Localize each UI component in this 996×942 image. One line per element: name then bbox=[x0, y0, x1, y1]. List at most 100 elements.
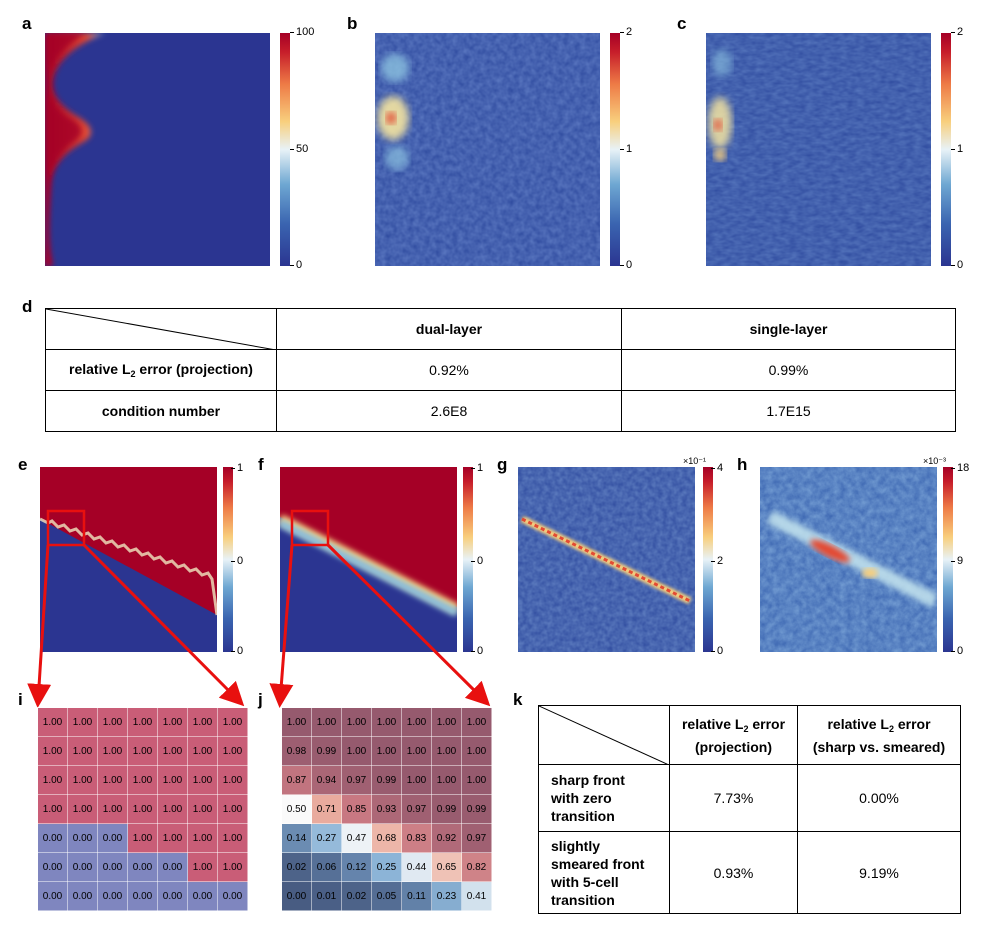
heatmap-h bbox=[760, 467, 937, 652]
colorbar-h-min: 0 bbox=[950, 645, 964, 657]
grid-j-cell: 0.25 bbox=[371, 852, 402, 882]
arrow-e-right bbox=[82, 543, 245, 707]
grid-j-cell: 0.00 bbox=[281, 881, 312, 911]
table-d-col2: single-layer bbox=[621, 308, 956, 350]
grid-j-row: 0.87 0.94 0.97 0.99 1.00 1.00 1.00 bbox=[281, 765, 492, 795]
grid-j-cell: 0.27 bbox=[311, 823, 342, 853]
grid-j-cell: 1.00 bbox=[311, 707, 342, 737]
colorbar-a bbox=[280, 33, 290, 266]
grid-i-cell: 0.00 bbox=[37, 823, 68, 853]
colorbar-c-max: 2 bbox=[950, 26, 964, 38]
grid-j-cell: 0.44 bbox=[401, 852, 432, 882]
grid-j-cell: 0.93 bbox=[371, 794, 402, 824]
grid-i-cell: 1.00 bbox=[37, 707, 68, 737]
colorbar-a-max: 100 bbox=[289, 26, 315, 38]
grid-i-cell: 1.00 bbox=[37, 736, 68, 766]
grid-i-cell: 1.00 bbox=[67, 736, 98, 766]
colorbar-g bbox=[703, 467, 713, 652]
grid-j-cell: 0.23 bbox=[431, 881, 462, 911]
grid-i-cell: 1.00 bbox=[37, 794, 68, 824]
colorbar-h bbox=[943, 467, 953, 652]
grid-i-cell: 1.00 bbox=[97, 736, 128, 766]
grid-j-cell: 1.00 bbox=[461, 736, 492, 766]
panel-label-f: f bbox=[258, 455, 264, 474]
heatmap-c bbox=[706, 33, 931, 266]
grid-i-cell: 1.00 bbox=[127, 765, 158, 795]
grid-i-cell: 1.00 bbox=[157, 736, 188, 766]
grid-j-cell: 0.94 bbox=[311, 765, 342, 795]
grid-i-cell: 1.00 bbox=[217, 707, 248, 737]
colorbar-f-max: 1 bbox=[470, 462, 484, 474]
grid-j-cell: 0.97 bbox=[461, 823, 492, 853]
grid-i-cell: 1.00 bbox=[217, 736, 248, 766]
grid-j-cell: 1.00 bbox=[431, 707, 462, 737]
grid-j-cell: 1.00 bbox=[281, 707, 312, 737]
grid-j-cell: 0.97 bbox=[401, 794, 432, 824]
grid-j-cell: 0.99 bbox=[371, 765, 402, 795]
colorbar-c-min: 0 bbox=[950, 259, 964, 271]
grid-j-cell: 1.00 bbox=[371, 736, 402, 766]
panel-label-a: a bbox=[22, 14, 32, 33]
grid-i-cell: 1.00 bbox=[67, 707, 98, 737]
grid-j-cell: 1.00 bbox=[401, 765, 432, 795]
grid-i-cell: 0.00 bbox=[157, 881, 188, 911]
colorbar-b-mid: 1 bbox=[619, 143, 633, 155]
grid-j-cell: 0.65 bbox=[431, 852, 462, 882]
colorbar-f-mid: 0 bbox=[470, 555, 484, 567]
colorbar-g-max: 4 bbox=[710, 462, 724, 474]
grid-i-cell: 1.00 bbox=[157, 707, 188, 737]
grid-i-cell: 1.00 bbox=[97, 707, 128, 737]
grid-j-cell: 0.68 bbox=[371, 823, 402, 853]
grid-i-cell: 1.00 bbox=[157, 765, 188, 795]
grid-i-cell: 0.00 bbox=[97, 881, 128, 911]
grid-i-cell: 1.00 bbox=[217, 794, 248, 824]
table-d-corner bbox=[45, 308, 277, 350]
heatmap-f bbox=[280, 467, 457, 652]
colorbar-e-max: 1 bbox=[230, 462, 244, 474]
grid-j-cell: 0.06 bbox=[311, 852, 342, 882]
colorbar-g-min: 0 bbox=[710, 645, 724, 657]
grid-j-cell: 1.00 bbox=[461, 765, 492, 795]
table-k-row1-proj: 7.73% bbox=[669, 764, 798, 832]
panel-label-h: h bbox=[737, 455, 748, 474]
panel-label-c: c bbox=[677, 14, 687, 33]
grid-i-cell: 1.00 bbox=[217, 765, 248, 795]
panel-label-d: d bbox=[22, 297, 33, 316]
grid-i-cell: 1.00 bbox=[127, 823, 158, 853]
table-k: relative L2 error (projection) relative L… bbox=[538, 705, 961, 914]
grid-i-row: 0.00 0.00 0.00 0.00 0.00 0.00 0.00 bbox=[37, 881, 248, 911]
grid-i-cell: 0.00 bbox=[67, 881, 98, 911]
grid-i-cell: 1.00 bbox=[187, 852, 218, 882]
grid-i-cell: 0.00 bbox=[157, 852, 188, 882]
grid-i: 1.00 1.00 1.00 1.00 1.00 1.00 1.00 1.00 1.00 1.00… bbox=[37, 707, 248, 911]
grid-i-cell: 1.00 bbox=[97, 794, 128, 824]
panel-label-i: i bbox=[18, 690, 23, 709]
grid-i-cell: 1.00 bbox=[37, 765, 68, 795]
grid-i-cell: 0.00 bbox=[127, 852, 158, 882]
grid-i-cell: 0.00 bbox=[37, 881, 68, 911]
grid-j-cell: 0.12 bbox=[341, 852, 372, 882]
grid-i-row: 0.00 0.00 0.00 1.00 1.00 1.00 1.00 bbox=[37, 823, 248, 853]
table-d-row1-dual: 0.92% bbox=[276, 349, 622, 391]
table-k-header1: relative L2 error (projection) bbox=[669, 705, 798, 765]
grid-i-row: 0.00 0.00 0.00 0.00 0.00 1.00 1.00 bbox=[37, 852, 248, 882]
grid-j-cell: 1.00 bbox=[371, 707, 402, 737]
table-d: dual-layer single-layer relative L2 erro… bbox=[45, 308, 956, 432]
table-d-row2-dual: 2.6E8 bbox=[276, 390, 622, 432]
grid-i-cell: 0.00 bbox=[217, 881, 248, 911]
grid-i-cell: 1.00 bbox=[127, 707, 158, 737]
arrow-f-right bbox=[326, 543, 491, 707]
arrow-f-left bbox=[269, 544, 294, 708]
grid-j-row: 0.02 0.06 0.12 0.25 0.44 0.65 0.82 bbox=[281, 852, 492, 882]
colorbar-e-mid: 0 bbox=[230, 555, 244, 567]
grid-j-cell: 0.50 bbox=[281, 794, 312, 824]
table-k-row2-proj: 0.93% bbox=[669, 831, 798, 914]
grid-j-cell: 0.05 bbox=[371, 881, 402, 911]
grid-j-cell: 0.92 bbox=[431, 823, 462, 853]
grid-j-cell: 0.98 bbox=[281, 736, 312, 766]
colorbar-c-mid: 1 bbox=[950, 143, 964, 155]
grid-i-cell: 1.00 bbox=[217, 823, 248, 853]
grid-j-cell: 0.83 bbox=[401, 823, 432, 853]
arrow-e-left bbox=[27, 544, 52, 708]
grid-j-cell: 0.41 bbox=[461, 881, 492, 911]
